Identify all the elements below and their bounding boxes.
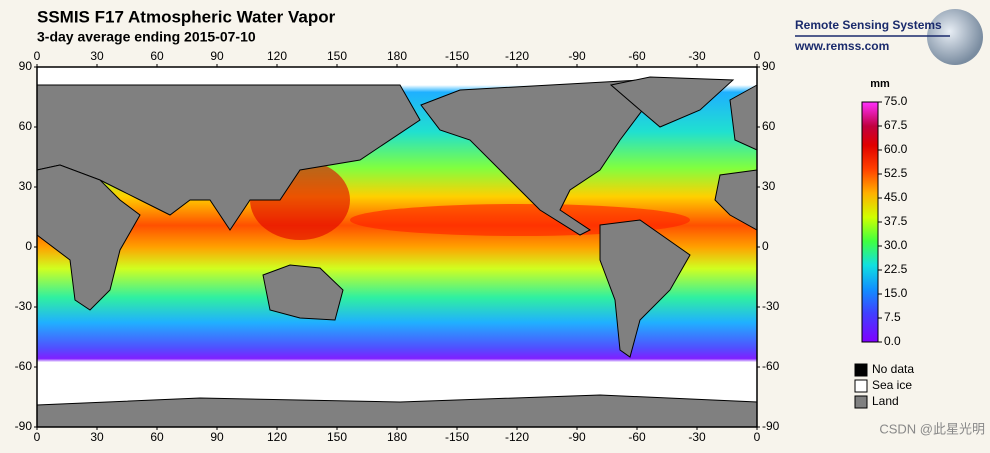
colorbar-label: 15.0 <box>884 286 908 300</box>
longitude-label: 60 <box>150 430 164 444</box>
longitude-label: -120 <box>505 430 529 444</box>
latitude-label: -30 <box>15 299 33 313</box>
longitude-label: 90 <box>210 430 224 444</box>
legend-label: Land <box>872 394 899 408</box>
australia <box>262 264 344 321</box>
latitude-label: 90 <box>19 59 33 73</box>
latitude-label: -30 <box>762 299 780 313</box>
colorbar-label: 30.0 <box>884 238 908 252</box>
longitude-label: -60 <box>628 430 646 444</box>
longitude-label: -90 <box>568 49 586 63</box>
longitude-label: -120 <box>505 49 529 63</box>
latitude-label: 30 <box>762 179 776 193</box>
longitude-label: 0 <box>34 430 41 444</box>
colorbar-label: 37.5 <box>884 214 908 228</box>
logo-url: www.remss.com <box>794 39 889 53</box>
longitude-label: 30 <box>90 49 104 63</box>
longitude-label: 120 <box>267 49 287 63</box>
longitude-label: 150 <box>327 430 347 444</box>
longitude-label: 150 <box>327 49 347 63</box>
latitude-label: -90 <box>15 419 33 433</box>
latitude-label: 90 <box>762 59 776 73</box>
latitude-label: 30 <box>19 179 33 193</box>
latitude-label: -90 <box>762 419 780 433</box>
longitude-label: -150 <box>445 49 469 63</box>
latitude-label: -60 <box>15 359 33 373</box>
legend-swatch <box>854 395 868 409</box>
logo-name: Remote Sensing Systems <box>795 18 942 32</box>
colorbar-label: 0.0 <box>884 334 901 348</box>
greenland <box>609 76 735 128</box>
longitude-label: 180 <box>387 430 407 444</box>
colorbar-label: 7.5 <box>884 310 901 324</box>
longitude-label: 0 <box>34 49 41 63</box>
latitude-label: 60 <box>762 119 776 133</box>
longitude-label: 30 <box>90 430 104 444</box>
longitude-label: 0 <box>754 430 761 444</box>
longitude-label: 120 <box>267 430 287 444</box>
colorbar <box>861 101 879 343</box>
legend-label: No data <box>872 362 914 376</box>
africa <box>36 164 141 311</box>
longitude-label: 0 <box>754 49 761 63</box>
longitude-label: 90 <box>210 49 224 63</box>
colorbar-label: 52.5 <box>884 166 908 180</box>
legend-swatch <box>854 363 868 377</box>
latitude-label: 0 <box>25 239 32 253</box>
longitude-label: -90 <box>568 430 586 444</box>
longitude-label: -60 <box>628 49 646 63</box>
colorbar-label: 60.0 <box>884 142 908 156</box>
title: SSMIS F17 Atmospheric Water Vapor <box>37 7 336 26</box>
longitude-label: -30 <box>688 430 706 444</box>
logo-globe <box>927 9 983 65</box>
longitude-label: 180 <box>387 49 407 63</box>
colorbar-label: 75.0 <box>884 94 908 108</box>
colorbar-label: 45.0 <box>884 190 908 204</box>
colorbar-unit: mm <box>870 78 890 90</box>
legend-label: Sea ice <box>872 378 912 392</box>
longitude-label: -150 <box>445 430 469 444</box>
colorbar-label: 67.5 <box>884 118 908 132</box>
south-america <box>599 219 691 358</box>
latitude-label: -60 <box>762 359 780 373</box>
longitude-label: 60 <box>150 49 164 63</box>
latitude-label: 0 <box>762 239 769 253</box>
land <box>36 76 758 428</box>
colorbar-label: 22.5 <box>884 262 908 276</box>
longitude-label: -30 <box>688 49 706 63</box>
subtitle: 3-day average ending 2015-07-10 <box>37 29 256 45</box>
legend-swatch <box>854 379 868 393</box>
map <box>36 66 758 428</box>
latitude-label: 60 <box>19 119 33 133</box>
watermark: CSDN @此星光明 <box>879 421 985 436</box>
